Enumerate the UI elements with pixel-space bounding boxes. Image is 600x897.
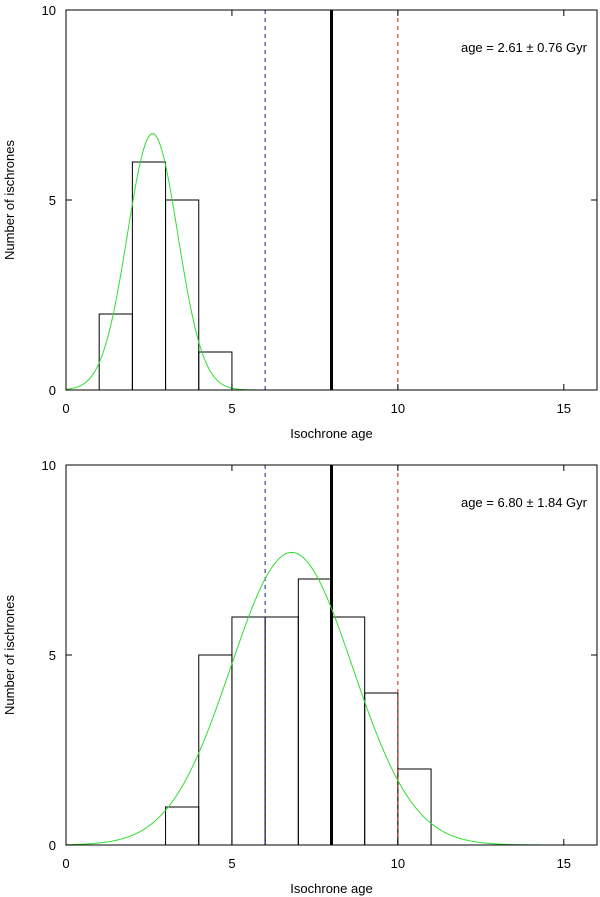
age-annotation: age = 6.80 ± 1.84 Gyr	[461, 495, 588, 510]
y-tick-label: 0	[49, 383, 56, 398]
y-axis-label: Number of ischrones	[2, 595, 17, 715]
y-tick-label: 10	[42, 3, 56, 18]
histogram-bar	[98, 313, 133, 391]
x-tick-label: 15	[557, 401, 571, 416]
x-tick-label: 5	[228, 401, 235, 416]
y-tick-label: 0	[49, 838, 56, 853]
x-tick-label: 10	[391, 401, 405, 416]
x-tick-label: 0	[62, 856, 69, 871]
histogram-panel-bottom: 0 5 10 15 0 5 10 Isochrone age Number of ischron…	[2, 458, 598, 896]
histogram-bar	[198, 654, 233, 846]
x-tick-label: 10	[391, 856, 405, 871]
histogram-bar	[165, 806, 200, 846]
histogram-bar	[297, 578, 332, 846]
x-tick-label: 15	[557, 856, 571, 871]
histogram-bar	[264, 616, 299, 846]
x-axis-label: Isochrone age	[290, 426, 372, 441]
histogram-panel-top: 0 5 10 15 0 5 10 Isochrone age Number of ischron…	[2, 3, 598, 441]
histogram-bar	[331, 616, 366, 846]
x-tick-label: 5	[228, 856, 235, 871]
histogram-bar	[231, 616, 266, 846]
age-annotation: age = 2.61 ± 0.76 Gyr	[461, 40, 588, 55]
x-axis-label: Isochrone age	[290, 881, 372, 896]
gaussian-fit-curve	[65, 551, 597, 846]
y-axis-label: Number of ischrones	[2, 140, 17, 260]
histogram-bar	[131, 161, 167, 391]
y-tick-label: 5	[49, 648, 56, 663]
histogram-bar	[165, 199, 200, 391]
y-tick-label: 5	[49, 193, 56, 208]
y-tick-label: 10	[42, 458, 56, 473]
x-tick-label: 0	[62, 401, 69, 416]
